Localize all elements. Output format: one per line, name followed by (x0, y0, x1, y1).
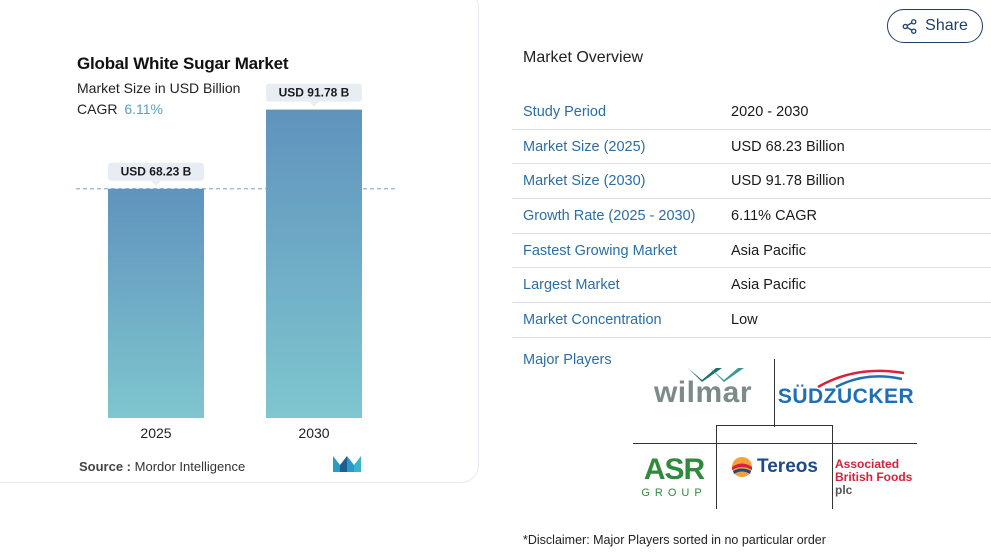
wilmar-chevron-icon (688, 368, 744, 382)
data-label-box (266, 83, 362, 102)
associated-british-foods-logo[interactable]: Associated British Foods plc (835, 445, 917, 509)
data-label-box (108, 162, 204, 181)
sudzucker-swoosh-icon (817, 369, 905, 389)
source-value: Mordor Intelligence (134, 459, 246, 474)
bar-chart: USD 68.23 B 2025 USD 91.78 B 2030 (76, 83, 396, 441)
tereos-logo[interactable]: Tereos (717, 445, 832, 489)
data-label-pointer (151, 180, 161, 186)
wilmar-wordmark: wilmar (653, 376, 753, 409)
abf-line-1: Associated (835, 456, 900, 471)
overview-key[interactable]: Market Size (2025) (523, 138, 646, 155)
overview-row-growth-rate: Growth Rate (2025 - 2030) 6.11% CAGR (512, 199, 991, 234)
overview-row-fastest-growing: Fastest Growing Market Asia Pacific (512, 234, 991, 269)
overview-value: Asia Pacific (731, 242, 806, 259)
abf-line-2: British Foods (835, 469, 913, 484)
cagr-value: 6.11% (124, 101, 164, 117)
data-label: USD 91.78 B (279, 86, 350, 100)
overview-key[interactable]: Largest Market (523, 277, 620, 294)
x-tick-label: 2025 (140, 425, 171, 441)
overview-value: USD 68.23 Billion (731, 138, 845, 155)
overview-key[interactable]: Study Period (523, 103, 607, 120)
overview-row-largest-market: Largest Market Asia Pacific (512, 268, 991, 304)
share-label: Share (925, 17, 968, 34)
overview-title: Market Overview (523, 49, 644, 66)
chart-source: Source : Mordor Intelligence (79, 459, 245, 474)
bar-2030[interactable] (266, 109, 362, 418)
asr-wordmark: ASR (643, 453, 705, 486)
overview-value: 2020 - 2030 (731, 103, 809, 120)
data-label-pointer (309, 101, 319, 107)
sudzucker-wordmark: SÜDZUCKER (777, 385, 915, 408)
bar-2025[interactable] (108, 188, 204, 418)
share-icon (902, 18, 917, 34)
overview-row-market-size-2030: Market Size (2030) USD 91.78 Billion (512, 164, 991, 200)
overview-value: USD 91.78 Billion (731, 173, 845, 190)
asr-group-logo[interactable]: ASR GROUP (633, 445, 715, 509)
asr-group-text: GROUP (641, 487, 707, 499)
chart-cagr: CAGR 6.11% (77, 101, 163, 117)
mordor-intelligence-logo-icon (333, 456, 361, 472)
chart-card (0, 0, 479, 483)
overview-table: Study Period 2020 - 2030 Market Size (20… (512, 95, 991, 338)
overview-row-study-period: Study Period 2020 - 2030 (512, 95, 991, 130)
overview-row-market-size-2025: Market Size (2025) USD 68.23 Billion (512, 130, 991, 165)
overview-value: Asia Pacific (731, 277, 806, 294)
overview-value: 6.11% CAGR (731, 207, 817, 224)
cagr-label: CAGR (77, 101, 118, 117)
share-button[interactable]: Share (887, 9, 983, 43)
tereos-emblem-icon (732, 457, 753, 477)
tereos-wordmark: Tereos (757, 456, 818, 477)
chart-subtitle: Market Size in USD Billion (77, 80, 241, 96)
chart-title: Global White Sugar Market (77, 54, 289, 73)
abf-line-3: plc (835, 482, 853, 497)
x-tick-label: 2030 (298, 425, 329, 441)
overview-key[interactable]: Market Size (2030) (523, 173, 646, 190)
disclaimer: *Disclaimer: Major Players sorted in no … (523, 533, 826, 547)
overview-key[interactable]: Growth Rate (2025 - 2030) (523, 207, 696, 224)
overview-key[interactable]: Fastest Growing Market (523, 242, 677, 259)
wilmar-logo[interactable]: wilmar (633, 359, 773, 419)
major-players-label[interactable]: Major Players (523, 352, 612, 368)
sudzucker-logo[interactable]: SÜDZUCKER (775, 359, 917, 419)
major-players-logos: wilmar SÜDZUCKER ASR GROUP Tereos Associ… (633, 359, 917, 509)
source-label: Source : (79, 459, 132, 474)
overview-value: Low (731, 311, 758, 328)
overview-key[interactable]: Market Concentration (523, 311, 662, 328)
overview-row-concentration: Market Concentration Low (512, 303, 991, 338)
data-label: USD 68.23 B (121, 165, 192, 179)
